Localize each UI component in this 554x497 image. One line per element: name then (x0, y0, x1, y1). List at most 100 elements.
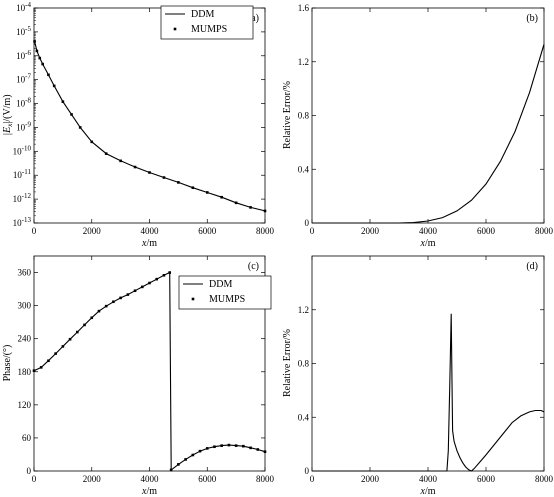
data-point (83, 323, 86, 327)
data-point (133, 165, 137, 169)
y-tick-label: 0.4 (298, 164, 310, 174)
y-axis-label: |Ex|/(V/m) (2, 94, 14, 135)
data-point (47, 73, 50, 77)
y-tick-label: 60 (22, 433, 32, 443)
data-point (78, 126, 82, 129)
data-point (68, 337, 72, 341)
panel-a: 0 2000 4000 6000 8000 10-13 10-12 10-11 10-10 10-… (2, 1, 275, 249)
data-point (169, 468, 173, 472)
x-tick-label: 8000 (256, 226, 275, 236)
data-point (191, 453, 195, 457)
x-axis-label: x/m (419, 486, 435, 497)
x-tick-label: 6000 (198, 474, 217, 484)
data-point (47, 359, 50, 363)
y-axis-label: Relative Error/% (282, 81, 293, 149)
y-tick-label: 10-10 (13, 144, 32, 156)
legend-box (160, 5, 254, 40)
data-point (33, 40, 36, 43)
y-tick-label: 10-6 (16, 49, 31, 61)
data-point (148, 171, 151, 174)
panel-d: 0 2000 4000 6000 8000 0 0.4 0.8 1.2 x/m Relative E… (282, 255, 554, 497)
data-point (61, 345, 65, 348)
x-tick-label: 4000 (141, 474, 160, 484)
data-point (90, 140, 94, 144)
x-tick-label: 6000 (198, 226, 217, 236)
y-tick-label: 180 (18, 367, 32, 377)
plot-frame (311, 255, 545, 472)
data-point (126, 293, 130, 296)
y-tick-label: 120 (18, 400, 32, 410)
data-point (220, 444, 223, 447)
y-tick-label: 10-7 (16, 73, 31, 85)
data-point (234, 201, 238, 205)
plot-frame (311, 7, 545, 224)
series-markers-mumps (32, 271, 267, 472)
x-tick-label: 4000 (419, 226, 438, 236)
data-point (162, 176, 166, 179)
legend-label: DDM (191, 9, 214, 20)
x-tick-label: 2000 (83, 226, 102, 236)
legend-marker-mumps (191, 297, 195, 301)
data-point (205, 191, 209, 194)
data-point (97, 309, 101, 313)
y-tick-label: 0 (27, 466, 32, 476)
x-axis-label: x/m (141, 238, 157, 249)
x-tick-label: 4000 (141, 226, 160, 236)
x-tick-label: 8000 (535, 474, 554, 484)
data-point (52, 84, 56, 88)
data-point (61, 100, 65, 103)
data-point (191, 186, 195, 190)
x-tick-label: 2000 (361, 226, 380, 236)
x-tick-label: 8000 (256, 474, 275, 484)
data-point (256, 448, 260, 451)
data-point (104, 152, 108, 155)
series-line-relative-error (312, 313, 545, 472)
x-tick-label: 2000 (83, 474, 102, 484)
legend-label: DDM (209, 279, 232, 290)
x-tick-label: 0 (310, 226, 315, 236)
data-point (133, 289, 137, 293)
series-line-relative-error (312, 44, 545, 224)
data-point (242, 444, 245, 448)
series-markers-mumps (33, 40, 267, 213)
data-point (234, 444, 238, 447)
y-axis-label: Phase/(°) (2, 345, 13, 382)
data-point (220, 195, 223, 199)
series-line-ddm (34, 41, 266, 212)
data-point (32, 369, 36, 372)
x-axis-label: x/m (419, 238, 435, 249)
y-tick-label: 10-8 (16, 97, 31, 109)
y-tick-label: 1.2 (298, 57, 309, 67)
data-point (168, 271, 172, 274)
y-tick-label: 0.8 (298, 359, 310, 369)
panel-c: 0 2000 4000 6000 8000 0 60 120 180 240 300 360 x/m Ph… (2, 255, 275, 497)
y-tick-label: 0.8 (298, 111, 310, 121)
data-point (249, 446, 252, 450)
y-tick-label: 0.4 (298, 412, 310, 422)
data-point (35, 49, 39, 53)
data-point (119, 159, 122, 163)
x-tick-label: 0 (310, 474, 315, 484)
data-point (119, 296, 122, 300)
data-point (140, 285, 144, 289)
data-point (213, 445, 216, 449)
data-point (263, 450, 267, 454)
y-tick-label: 10-13 (13, 216, 32, 228)
data-point (177, 181, 180, 184)
legend: DDM MUMPS (160, 5, 254, 40)
data-point (76, 330, 79, 334)
data-point (70, 113, 73, 116)
panel-b: 0 2000 4000 6000 8000 0 0.4 0.8 1.2 1.6 x/m Relativ… (282, 3, 554, 249)
x-tick-label: 4000 (419, 474, 438, 484)
data-point (249, 206, 252, 209)
y-axis-label: Relative Error/% (282, 329, 293, 397)
data-point (112, 300, 115, 304)
x-axis-label: x/m (141, 486, 157, 497)
legend-box (178, 275, 272, 310)
series-line-ddm (33, 271, 266, 472)
data-point (162, 273, 166, 277)
panel-label: (c) (248, 261, 259, 272)
y-tick-label: 10-4 (16, 1, 31, 13)
data-point (155, 277, 159, 281)
y-tick-label: 0 (305, 466, 310, 476)
